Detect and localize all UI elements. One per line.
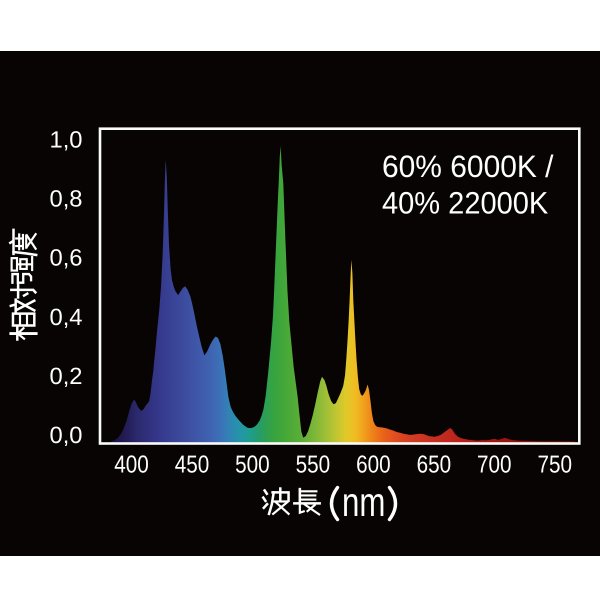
- svg-text:700: 700: [477, 452, 512, 479]
- svg-text:750: 750: [538, 452, 573, 479]
- svg-text:500: 500: [235, 452, 270, 479]
- svg-text:0,0: 0,0: [50, 422, 83, 448]
- svg-text:40% 22000K: 40% 22000K: [382, 185, 549, 220]
- svg-text:400: 400: [114, 452, 149, 479]
- svg-text:450: 450: [175, 452, 210, 479]
- svg-text:0,6: 0,6: [50, 245, 83, 271]
- svg-text:550: 550: [296, 452, 331, 479]
- svg-text:1,0: 1,0: [50, 127, 83, 153]
- svg-text:0,2: 0,2: [50, 363, 83, 389]
- svg-text:0,4: 0,4: [50, 304, 83, 330]
- svg-text:650: 650: [417, 452, 452, 479]
- svg-text:nm: nm: [342, 479, 385, 525]
- svg-text:0,8: 0,8: [50, 186, 83, 212]
- svg-text:60% 6000K /: 60% 6000K /: [382, 149, 554, 184]
- svg-text:600: 600: [356, 452, 391, 479]
